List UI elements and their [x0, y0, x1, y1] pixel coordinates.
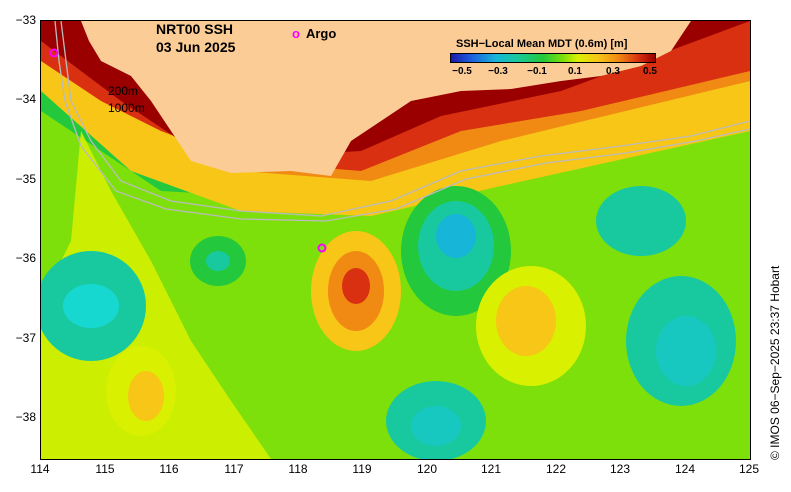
- isobath-1000m: [54, 21, 750, 222]
- xtick-label: 118: [288, 462, 308, 476]
- argo-float-marker: [317, 243, 327, 253]
- xtick-label: 121: [480, 462, 502, 476]
- colorbar-tick: −0.1: [527, 66, 547, 77]
- isobath-label-200m: 200m: [108, 84, 139, 98]
- ytick-label: −33: [15, 13, 36, 27]
- argo-legend-label: Argo: [305, 26, 337, 41]
- anomaly-zone-yellow-north: [41, 61, 750, 216]
- colorbar-title: SSH−Local Mean MDT (0.6m) [m]: [456, 38, 628, 50]
- map-date: 03 Jun 2025: [156, 39, 236, 55]
- xtick-label: 122: [545, 462, 567, 476]
- isobath-200m: [60, 21, 750, 217]
- eddy-cyclonic-northeast: [596, 186, 686, 256]
- ssh-map[interactable]: [40, 20, 751, 460]
- eddy-cyclonic-central-core: [436, 214, 476, 258]
- ytick-label: −34: [15, 92, 36, 106]
- colorbar-tick: −0.5: [452, 66, 472, 77]
- colorbar-tick: −0.3: [488, 66, 508, 77]
- xtick-label: 120: [416, 462, 438, 476]
- colorbar-tick: 0.3: [606, 66, 620, 77]
- credit-text: © IMOS 06−Sep−2025 23:37 Hobart: [768, 265, 782, 460]
- ytick-label: −36: [15, 251, 36, 265]
- eddy-cyclonic-west-core: [63, 284, 119, 328]
- xtick-label: 119: [352, 462, 372, 476]
- xtick-label: 116: [159, 462, 179, 476]
- anomaly-zone-yellow-west: [41, 131, 271, 459]
- xtick-label: 123: [609, 462, 631, 476]
- product-name: NRT00 SSH: [156, 21, 234, 37]
- xtick-label: 115: [95, 462, 115, 476]
- argo-float-marker: [49, 48, 59, 58]
- ytick-label: −38: [15, 410, 36, 424]
- argo-legend: o Argo: [292, 26, 336, 41]
- ytick-label: −37: [15, 331, 36, 345]
- colorbar-tick: 0.1: [568, 66, 582, 77]
- xtick-label: 124: [674, 462, 696, 476]
- xtick-label: 125: [738, 462, 760, 476]
- argo-circle-icon: o: [292, 26, 300, 41]
- colorbar: [450, 53, 656, 63]
- eddy-anticyclonic-east-core: [496, 286, 556, 356]
- ytick-label: −35: [15, 172, 36, 186]
- xtick-label: 117: [224, 462, 244, 476]
- eddy-cyclonic-east-core: [656, 316, 716, 386]
- eddy-anticyclonic-southwest-core: [128, 371, 164, 421]
- ssh-contour-map: [41, 21, 750, 459]
- map-title: NRT00 SSH 03 Jun 2025: [156, 20, 235, 56]
- xtick-label: 114: [30, 462, 50, 476]
- eddy-cyclonic-small-core: [206, 251, 230, 271]
- colorbar-tick: 0.5: [643, 66, 657, 77]
- isobath-label-1000m: 1000m: [108, 101, 145, 115]
- eddy-cyclonic-south-core: [411, 406, 461, 446]
- eddy-anticyclonic-central-core: [342, 268, 370, 304]
